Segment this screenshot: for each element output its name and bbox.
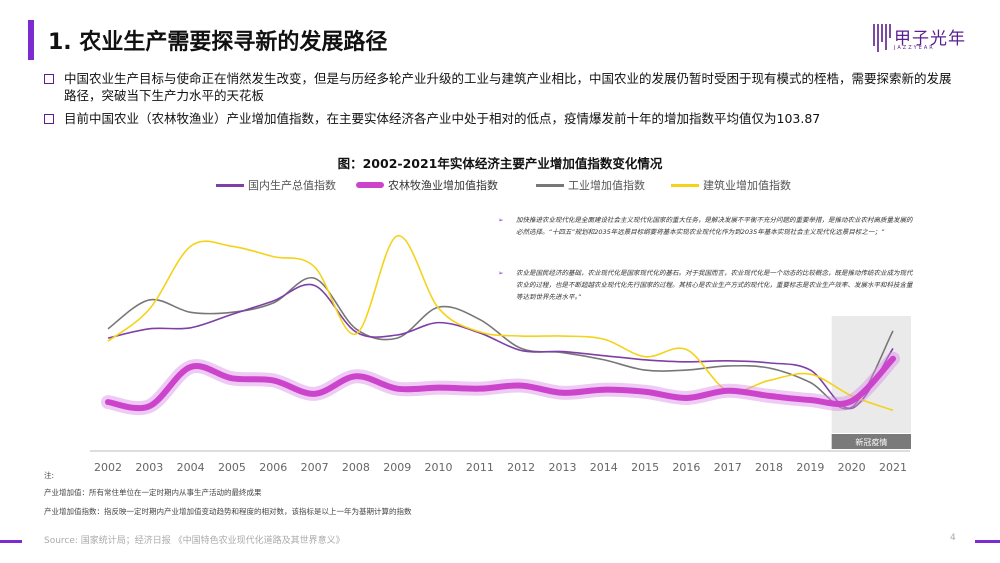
x-tick-label: 2007 (301, 461, 329, 474)
footnote-line-1: 产业增加值：所有常住单位在一定时期内从事生产活动的最终成果 (44, 488, 262, 497)
highlight-region (831, 316, 911, 433)
annotation-text: 加快推进农业现代化是全面建设社会主义现代化国家的重大任务，是解决发展不平衡不充分… (516, 216, 913, 236)
footer-accent-left (0, 540, 22, 543)
bullet-text: 目前中国农业（农林牧渔业）产业增加值指数，在主要实体经济各产业中处于相对的低点，… (64, 111, 821, 126)
x-tick-label: 2009 (383, 461, 411, 474)
x-tick-label: 2014 (590, 461, 618, 474)
series-line (107, 277, 894, 410)
title-accent-bar (28, 20, 34, 60)
legend-swatch (671, 184, 699, 187)
x-tick-label: 2003 (135, 461, 163, 474)
x-tick-label: 2015 (631, 461, 659, 474)
legend-label: 工业增加值指数 (568, 179, 645, 192)
arrow-icon: ➢ (498, 216, 504, 224)
legend-swatch (536, 184, 564, 187)
x-tick-label: 2006 (259, 461, 287, 474)
page-number: 4 (950, 533, 956, 543)
highlight-label-bg (831, 434, 911, 449)
bullet-box-icon (44, 74, 54, 84)
brand-logo: 甲子光年 JAZZYEAR (872, 20, 982, 56)
x-tick-label: 2004 (177, 461, 205, 474)
footnote-line-2: 产业增加值指数：指反映一定时期内产业增加值变动趋势和程度的相对数，该指标是以上一… (44, 507, 412, 516)
legend-swatch (216, 184, 244, 187)
x-tick-label: 2021 (879, 461, 907, 474)
page-title: 1. 农业生产需要探寻新的发展路径 (48, 30, 388, 55)
x-tick-label: 2010 (425, 461, 453, 474)
highlight-label: 新冠疫情 (855, 437, 887, 447)
footnote-label: 注: (44, 471, 55, 480)
logo-text: 甲子光年 (894, 29, 966, 49)
chart-legend: 国内生产总值指数 农林牧渔业增加值指数 工业增加值指数 建筑业增加值指数 (216, 177, 816, 195)
x-tick-label: 2019 (796, 461, 824, 474)
x-tick-label: 2013 (548, 461, 576, 474)
series-line (107, 283, 894, 410)
chart-title: 图：2002-2021年实体经济主要产业增加值指数变化情况 (337, 156, 663, 171)
x-tick-label: 2005 (218, 461, 246, 474)
logo-subtext: JAZZYEAR (894, 45, 935, 51)
series-line-glow (101, 351, 900, 416)
bullet-1: 中国农业生产目标与使命正在悄然发生改变，但是与历经多轮产业升级的工业与建筑产业相… (44, 70, 959, 104)
x-tick-label: 2002 (94, 461, 122, 474)
annotation-text: 农业是国民经济的基础，农业现代化是国家现代化的基石。对于我国而言，农业现代化是一… (516, 269, 913, 301)
legend-swatch (356, 182, 384, 188)
series-line (105, 355, 896, 412)
x-tick-label: 2008 (342, 461, 370, 474)
bullet-text: 中国农业生产目标与使命正在悄然发生改变，但是与历经多轮产业升级的工业与建筑产业相… (64, 71, 952, 103)
x-tick-label: 2017 (714, 461, 742, 474)
arrow-icon: ➢ (498, 269, 504, 277)
series-line (107, 235, 894, 412)
annotation-2: ➢ 农业是国民经济的基础，农业现代化是国家现代化的基石。对于我国而言，农业现代化… (498, 267, 913, 303)
logo-mark-icon (873, 24, 891, 52)
annotation-1: ➢ 加快推进农业现代化是全面建设社会主义现代化国家的重大任务，是解决发展不平衡不… (498, 214, 913, 238)
x-tick-label: 2016 (672, 461, 700, 474)
x-tick-label: 2020 (838, 461, 866, 474)
x-tick-label: 2011 (466, 461, 494, 474)
x-tick-label: 2012 (507, 461, 535, 474)
footer-accent-right (975, 540, 1000, 543)
bullet-2: 目前中国农业（农林牧渔业）产业增加值指数，在主要实体经济各产业中处于相对的低点，… (44, 110, 959, 127)
legend-label: 国内生产总值指数 (248, 179, 336, 192)
source-citation: Source: 国家统计局；经济日报 《中国特色农业现代化道路及其世界意义》 (44, 536, 345, 546)
bullet-box-icon (44, 114, 54, 124)
legend-label: 农林牧渔业增加值指数 (388, 179, 498, 192)
x-tick-label: 2018 (755, 461, 783, 474)
legend-label: 建筑业增加值指数 (703, 179, 791, 192)
